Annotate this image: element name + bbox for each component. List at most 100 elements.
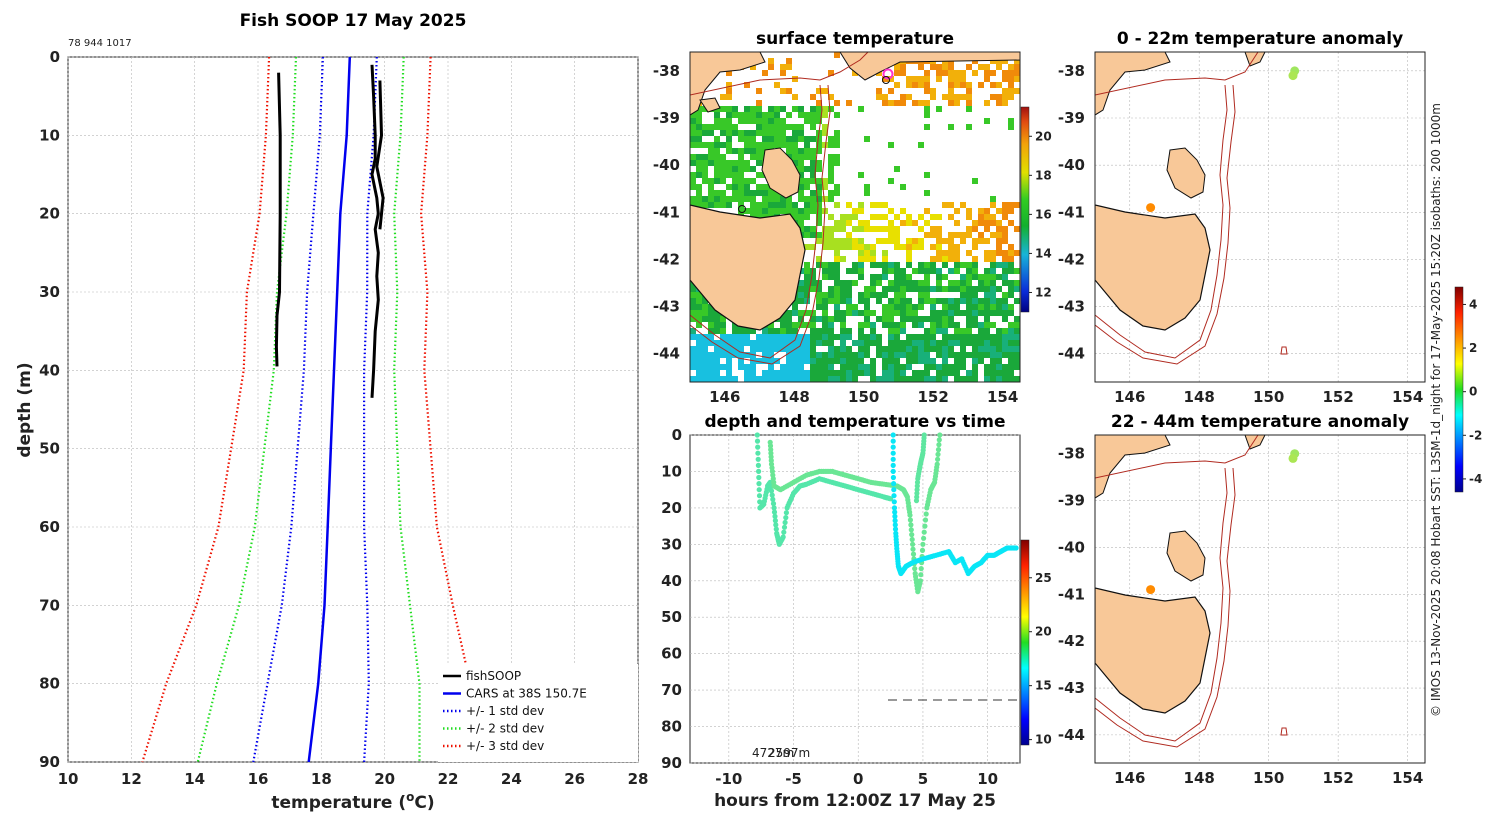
sst-pixel [1008,220,1014,226]
sst-pixel [858,172,864,178]
sst-pixel [894,82,900,88]
sst-pixel [996,232,1002,238]
sst-pixel [876,316,882,322]
sst-pixel [996,100,1002,106]
sst-pixel [984,370,990,376]
sst-pixel [924,112,930,118]
sst-pixel [834,370,840,376]
sst-pixel [834,100,840,106]
colorbar-tick-label: 4 [1469,297,1477,311]
sst-pixel [774,82,780,88]
sst-pixel [852,376,858,382]
sst-pixel [834,202,840,208]
flinders-island [1166,530,1206,582]
profile-axes-box [67,56,639,763]
sst-pixel [942,238,948,244]
sst-pixel [1014,322,1020,328]
sst-pixel [972,340,978,346]
sst-pixel [870,370,876,376]
sst-pixel [984,250,990,256]
sst-pixel [912,340,918,346]
sst-pixel [948,70,954,76]
sst-pixel [990,250,996,256]
sst-pixel [690,298,696,304]
sst-pixel [888,358,894,364]
sst-pixel [918,292,924,298]
sst-pixel [810,346,816,352]
sst-pixel [900,304,906,310]
sst-pixel [822,376,828,382]
sst-pixel [924,220,930,226]
sst-pixel [774,106,780,112]
sst-pixel [714,190,720,196]
sst-pixel [948,232,954,238]
sst-pixel [942,70,948,76]
sst-pixel [732,190,738,196]
sst-pixel [996,220,1002,226]
sst-pixel [900,340,906,346]
sst-pixel [852,340,858,346]
time-point [769,492,775,498]
sst-pixel [954,340,960,346]
sst-pixel [720,154,726,160]
sst-pixel [768,190,774,196]
sst-pixel [762,124,768,130]
sst-pixel [948,340,954,346]
cars-std2-lower-line [196,56,298,763]
sst-pixel [810,328,816,334]
sst-pixel [864,298,870,304]
sst-pixel [702,352,708,358]
sst-pixel [882,238,888,244]
y-tick-label: -42 [653,250,680,268]
sst-pixel [930,94,936,100]
sst-pixel [966,298,972,304]
sst-pixel [816,280,822,286]
y-tick-label: -39 [1058,492,1085,510]
cars-std2-upper-line [393,56,421,762]
time-point [892,518,898,524]
time-point [892,513,898,520]
sst-pixel [870,340,876,346]
sst-pixel [822,178,828,184]
sst-pixel [882,256,888,262]
sst-pixel [798,148,804,154]
time-point [757,499,763,505]
sst-pixel [690,112,696,118]
sst-pixel [810,226,816,232]
sst-pixel [816,328,822,334]
sst-pixel [948,214,954,220]
time-point [890,444,896,450]
time-point [782,519,788,526]
sst-pixel [954,298,960,304]
sst-pixel [816,178,822,184]
sst-pixel [786,202,792,208]
sst-pixel [816,148,822,154]
sst-pixel [714,124,720,130]
sst-pixel [942,250,948,256]
sst-pixel [762,142,768,148]
time-grid [690,434,1020,764]
sst-pixel [936,274,942,280]
sst-pixel [714,196,720,202]
sst-pixel [834,292,840,298]
time-point [914,494,920,500]
anomaly-lower-content [1095,435,1288,748]
sst-pixel [930,358,936,364]
x-tick-label: 152 [1323,388,1354,406]
sst-pixel [972,268,978,274]
sst-pixel [780,118,786,124]
y-tick-label: -38 [1058,62,1085,80]
sst-pixel [900,370,906,376]
sst-pixel [822,322,828,328]
y-tick-label: -42 [1058,632,1085,650]
sst-pixel [714,346,720,352]
sst-pixel [738,148,744,154]
sst-pixel [1002,76,1008,82]
sst-pixel [810,106,816,112]
sst-pixel [852,364,858,370]
sst-pixel [726,358,732,364]
sst-pixel [912,322,918,328]
sst-pixel [804,346,810,352]
sst-pixel [798,196,804,202]
sst-pixel [942,376,948,382]
